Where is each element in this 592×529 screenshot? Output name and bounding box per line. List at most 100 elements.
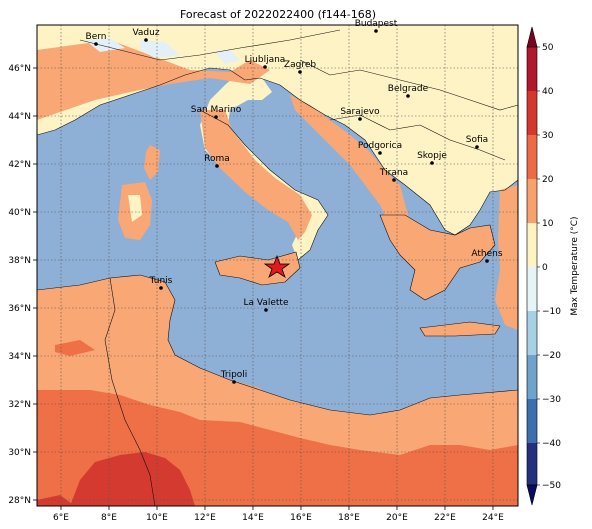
land-greece (380, 215, 495, 300)
city-label: Zagreb (284, 60, 316, 70)
lon-labels: 6°E 8°E 10°E 12°E 14°E 16°E 18°E 20°E 22… (53, 513, 504, 523)
colorbar-ticks (537, 46, 540, 486)
colorbar-band (527, 355, 537, 399)
land-corsica (144, 145, 160, 180)
colorbar-tick-label: −50 (542, 481, 561, 491)
map-panel: Bern Vaduz Budapest Ljubljana Zagreb San… (8, 19, 519, 523)
city-athens: Athens (471, 249, 503, 263)
lat-label: 38°N (8, 256, 31, 266)
city-label: Tripoli (220, 370, 248, 380)
lat-label: 34°N (8, 352, 31, 362)
land-hot-patch (55, 340, 95, 356)
colorbar-tick-label: 30 (542, 131, 554, 141)
lon-label: 8°E (101, 513, 117, 523)
city-label: San Marino (191, 105, 242, 115)
star-marker (263, 254, 291, 278)
colorbar-band (527, 223, 537, 267)
city-tirana: Tirana (379, 168, 408, 182)
city-ljubljana: Ljubljana (245, 55, 286, 69)
city-markers: Bern Vaduz Budapest Ljubljana Zagreb San… (86, 19, 503, 384)
land-hotter-strip (37, 495, 75, 506)
city-tripoli: Tripoli (220, 370, 248, 384)
colorbar-band (527, 179, 537, 223)
city-label: Vaduz (132, 28, 159, 38)
city-belgrade: Belgrade (388, 84, 429, 98)
colorbar-tick-label: −30 (542, 395, 561, 405)
colorbar-tick-label: 0 (542, 263, 548, 273)
city-label: Sarajevo (340, 107, 380, 117)
land-alps-warm (37, 40, 270, 120)
country-borders (36, 29, 519, 507)
colorbar-bottom-arrow (526, 484, 538, 506)
colorbar-tick-label: 40 (542, 87, 554, 97)
colorbar-tick-label: 10 (542, 219, 554, 229)
lon-label: 20°E (386, 513, 408, 523)
lon-label: 22°E (434, 513, 456, 523)
colorbar-band (527, 91, 537, 135)
city-label: Budapest (355, 19, 398, 29)
colorbar-tick-label: 50 (542, 43, 554, 53)
lon-label: 14°E (242, 513, 264, 523)
lat-labels: 46°N 44°N 42°N 40°N 38°N 36°N 34°N 32°N … (8, 64, 31, 506)
lat-label: 30°N (8, 448, 31, 458)
map-ticks (33, 67, 494, 510)
land-turkey-east (495, 185, 518, 330)
city-label: La Valette (244, 298, 289, 308)
land-sardinia-mild (128, 195, 142, 222)
lat-label: 28°N (8, 496, 31, 506)
lon-label: 10°E (146, 513, 168, 523)
city-zagreb: Zagreb (284, 60, 316, 74)
city-label: Belgrade (388, 84, 429, 94)
lat-label: 40°N (8, 208, 31, 218)
city-podgorica: Podgorica (358, 141, 402, 155)
land-coast-warm (200, 368, 270, 400)
city-label: Roma (204, 154, 230, 164)
colorbar-frame (526, 46, 538, 486)
city-label: Skopje (417, 151, 447, 161)
land-alps-cool (85, 38, 240, 64)
city-budapest: Budapest (355, 19, 398, 33)
city-sofia: Sofia (466, 135, 488, 149)
city-label: Sofia (466, 135, 488, 145)
lat-label: 36°N (8, 304, 31, 314)
city-san-marino: San Marino (191, 105, 242, 119)
colorbar-tick-label: −40 (542, 439, 561, 449)
colorbar-tick-label: −20 (542, 351, 561, 361)
colorbar-band (527, 443, 537, 485)
colorbar-tick-label: −10 (542, 307, 561, 317)
lon-label: 12°E (194, 513, 216, 523)
colorbar-label: Max Temperature (°C) (570, 216, 580, 315)
colorbar-band (527, 311, 537, 355)
colorbar-band (527, 47, 537, 91)
lon-label: 16°E (290, 513, 312, 523)
city-bern: Bern (86, 32, 107, 46)
city-la-valette: La Valette (244, 298, 289, 312)
city-label: Bern (86, 32, 107, 42)
city-tunis: Tunis (149, 276, 173, 290)
lat-label: 46°N (8, 64, 31, 74)
city-sarajevo: Sarajevo (340, 107, 380, 121)
city-roma: Roma (204, 154, 230, 168)
colorbar-band (527, 135, 537, 179)
city-label: Tunis (149, 276, 173, 286)
lon-label: 18°E (338, 513, 360, 523)
lon-label: 6°E (53, 513, 69, 523)
colorbar-tick-labels: 50 40 30 20 10 0 −10 −20 −30 −40 −50 (542, 43, 561, 491)
city-label: Tirana (379, 168, 408, 178)
colorbar-tick-label: 20 (542, 175, 554, 185)
land-hotter-core (70, 452, 195, 506)
colorbar-band (527, 399, 537, 443)
lat-label: 32°N (8, 400, 31, 410)
colorbar: 50 40 30 20 10 0 −10 −20 −30 −40 −50 Max… (526, 26, 580, 506)
chart-title: Forecast of 2022022400 (f144-168) (180, 8, 376, 21)
lat-label: 44°N (8, 112, 31, 122)
city-label: Podgorica (358, 141, 402, 151)
map-frame (36, 24, 519, 507)
lat-label: 42°N (8, 160, 31, 170)
city-vaduz: Vaduz (132, 28, 160, 42)
colorbar-top-arrow (526, 26, 538, 48)
city-label: Ljubljana (245, 55, 286, 65)
land-crete (420, 322, 500, 336)
land-balkan-warm (290, 95, 408, 240)
